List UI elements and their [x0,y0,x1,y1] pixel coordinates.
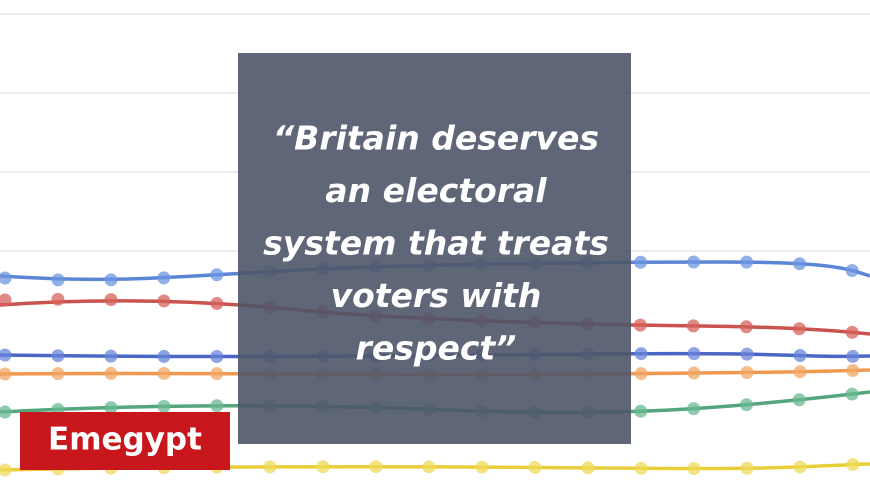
quote: “Britain deserves an electoral system that… [263,119,609,368]
dots [0,363,870,382]
logo-text: Emegypt [48,422,202,458]
quote-box [238,53,631,444]
quote-line: respect” [356,329,517,368]
quote-line: voters with [331,276,542,315]
logo-box [20,412,230,470]
quote-line: system that treats [263,224,609,263]
quote-line: an electoral [325,171,547,210]
dots [0,347,870,364]
quote-line: “Britain deserves [273,119,599,158]
